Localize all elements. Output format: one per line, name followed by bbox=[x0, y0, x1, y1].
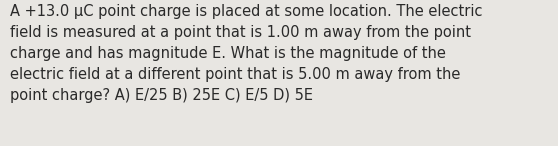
Text: A +13.0 μC point charge is placed at some location. The electric
field is measur: A +13.0 μC point charge is placed at som… bbox=[10, 4, 483, 103]
